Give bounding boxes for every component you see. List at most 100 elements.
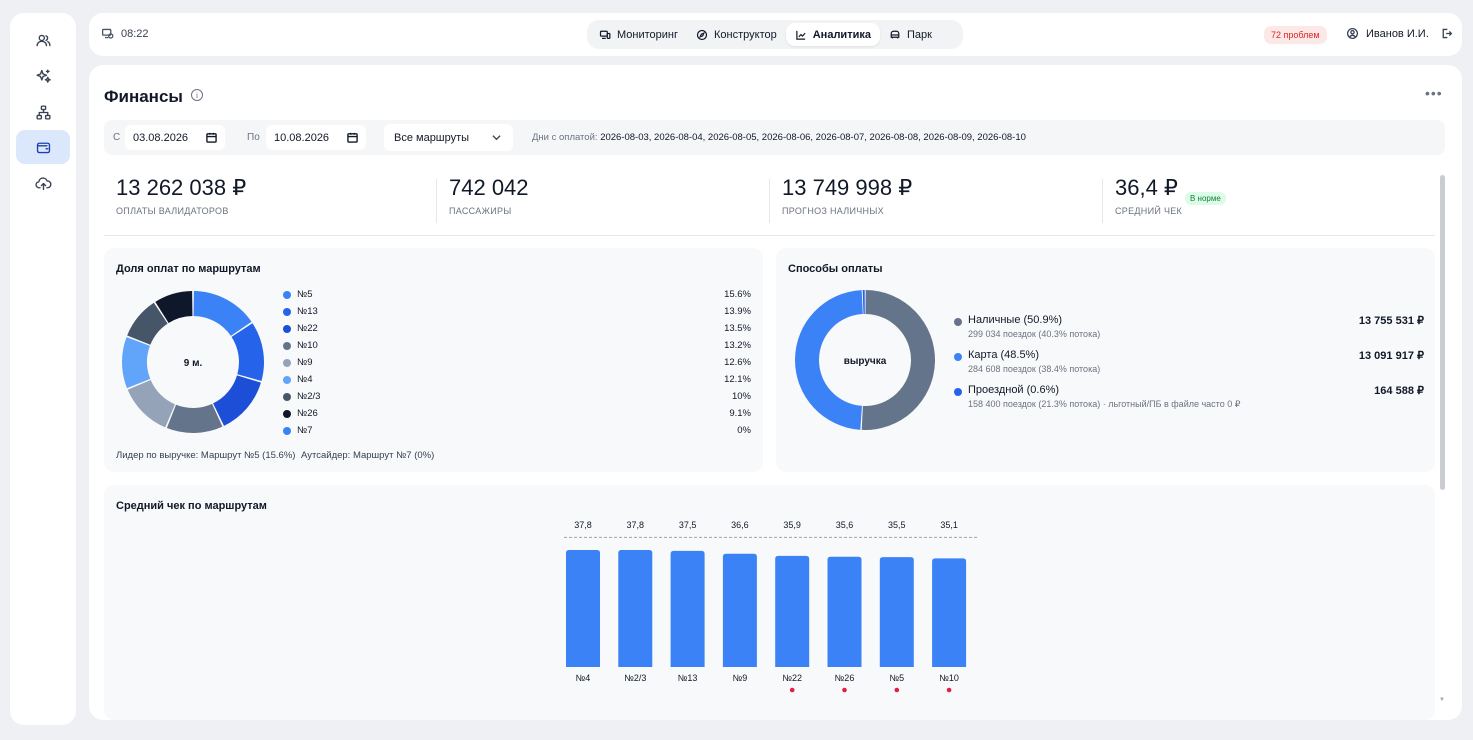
legend-dot xyxy=(954,388,962,396)
avg-check-bar-chart: 37,8 №4 37,8 №2/3 37,5 №13 36,6 №9 35,9 №22 35,6 №2… xyxy=(564,520,978,693)
payment-method-detail: 299 034 поездок (40.3% потока) xyxy=(968,329,1101,339)
payment-method-slice[interactable] xyxy=(861,290,935,430)
kpi-value: 13 262 038 ₽ xyxy=(116,175,247,200)
kpi-label: ОПЛАТЫ ВАЛИДАТОРОВ xyxy=(116,206,229,216)
bar[interactable] xyxy=(827,556,862,667)
tab-label: Парк xyxy=(906,28,932,41)
bar[interactable] xyxy=(722,553,757,667)
chevron-down-icon xyxy=(492,135,501,141)
outsider-note: Аутсайдер: Маршрут №7 (0%) xyxy=(301,450,435,461)
tab-constructor[interactable]: Конструктор xyxy=(687,23,786,46)
route-share-title: Доля оплат по маршрутам xyxy=(116,263,261,275)
kpi-divider xyxy=(769,179,770,223)
main-nav-tabs: Мониторинг Конструктор Аналитика Парк xyxy=(587,20,963,49)
route-share-slice[interactable] xyxy=(155,291,193,324)
calendar-icon[interactable] xyxy=(206,132,217,143)
route-share-slice[interactable] xyxy=(213,375,261,426)
bar-value-label: 37,8 xyxy=(574,520,592,530)
tab-monitoring[interactable]: Мониторинг xyxy=(590,23,687,46)
bar[interactable] xyxy=(618,550,653,667)
kpi-average-check: 36,4 ₽ СРЕДНИЙ ЧЕК В норме xyxy=(1115,175,1315,225)
bar-value-label: 37,5 xyxy=(679,520,697,530)
route-legend-item[interactable]: №9 12.6% xyxy=(283,357,751,370)
status-badge: В норме xyxy=(1185,192,1226,205)
route-legend-item[interactable]: №22 13.5% xyxy=(283,323,751,336)
payment-methods-panel: Способы оплаты выручка Наличные (50.9%) 2… xyxy=(776,248,1435,472)
route-share-slice[interactable] xyxy=(193,291,252,336)
sidebar-item-finance[interactable] xyxy=(16,130,70,164)
info-icon[interactable]: i xyxy=(191,89,203,101)
sidebar-item-sparkles[interactable] xyxy=(16,59,70,93)
legend-dot xyxy=(283,308,291,316)
route-share-slice[interactable] xyxy=(127,380,175,428)
donut-center-label: выручка xyxy=(844,356,887,367)
date-from-input[interactable]: 03.08.2026 xyxy=(125,125,225,150)
bar-category-label: №2/3 xyxy=(624,673,646,683)
route-percent: 9.1% xyxy=(729,408,751,419)
scrollbar[interactable] xyxy=(1440,175,1445,490)
logout-icon[interactable] xyxy=(1440,27,1453,40)
route-name: №10 xyxy=(297,340,318,351)
bar-category-label: №10 xyxy=(939,673,959,683)
bar[interactable] xyxy=(879,557,914,667)
payment-days: Дни с оплатой: 2026-08-03, 2026-08-04, 2… xyxy=(532,132,1026,143)
tab-analytics[interactable]: Аналитика xyxy=(785,23,880,46)
scroll-down-arrow-icon[interactable]: ▼ xyxy=(1439,697,1445,703)
route-legend-item[interactable]: №13 13.9% xyxy=(283,306,751,319)
filter-bar: С 03.08.2026 По 10.08.2026 Все маршруты … xyxy=(104,120,1445,155)
route-name: №26 xyxy=(297,408,318,419)
route-legend-item[interactable]: №2/3 10% xyxy=(283,391,751,404)
donut-center-label: 9 м. xyxy=(184,358,203,369)
bar-value-label: 35,9 xyxy=(783,520,801,530)
legend-dot xyxy=(283,342,291,350)
payment-method-amount: 164 588 ₽ xyxy=(1374,385,1424,397)
user-name: Иванов И.И. xyxy=(1366,27,1429,40)
route-share-slice[interactable] xyxy=(231,323,264,381)
route-select[interactable]: Все маршруты xyxy=(384,124,513,151)
clock: 08:22 xyxy=(101,27,149,40)
legend-dot xyxy=(954,318,962,326)
sidebar-item-users[interactable] xyxy=(16,23,70,57)
user-circle-icon xyxy=(1346,27,1359,40)
payment-methods-title: Способы оплаты xyxy=(788,263,883,275)
payment-method-amount: 13 755 531 ₽ xyxy=(1358,315,1424,327)
route-legend-item[interactable]: №7 0% xyxy=(283,425,751,438)
bar[interactable] xyxy=(670,550,705,667)
tab-park[interactable]: Парк xyxy=(880,23,941,46)
sidebar-item-structure[interactable] xyxy=(16,95,70,129)
more-options-icon[interactable]: ••• xyxy=(1425,85,1443,101)
bar[interactable] xyxy=(566,550,600,667)
route-legend-item[interactable]: №26 9.1% xyxy=(283,408,751,421)
chart-icon xyxy=(796,30,806,40)
payment-method-detail: 158 400 поездок (21.3% потока) · льготны… xyxy=(968,399,1241,409)
date-to-input[interactable]: 10.08.2026 xyxy=(266,125,366,150)
route-name: №5 xyxy=(297,289,313,300)
payment-method-slice[interactable] xyxy=(795,290,863,430)
route-share-slice[interactable] xyxy=(166,403,223,433)
bar[interactable] xyxy=(775,555,810,667)
legend-dot xyxy=(283,427,291,435)
route-share-slice[interactable] xyxy=(122,337,151,389)
bar[interactable] xyxy=(932,558,967,667)
sidebar-item-upload[interactable] xyxy=(16,166,70,200)
route-legend-item[interactable]: №4 12.1% xyxy=(283,374,751,387)
tab-label: Аналитика xyxy=(812,28,871,41)
avg-check-panel: Средний чек по маршрутам 37,8 №4 37,8 №2/3 3… xyxy=(104,485,1435,720)
legend-dot xyxy=(283,291,291,299)
route-legend-item[interactable]: №10 13.2% xyxy=(283,340,751,353)
calendar-icon[interactable] xyxy=(347,132,358,143)
issues-badge[interactable]: 72 проблем xyxy=(1264,26,1327,44)
route-percent: 13.9% xyxy=(724,306,751,317)
payment-method-slice[interactable] xyxy=(862,290,865,315)
bar-category-label: №5 xyxy=(889,673,904,683)
route-share-slice[interactable] xyxy=(127,302,168,345)
tab-label: Мониторинг xyxy=(617,28,679,41)
bar-category-label: №4 xyxy=(576,673,591,683)
user-menu[interactable]: Иванов И.И. xyxy=(1346,27,1453,40)
below-average-marker xyxy=(946,687,952,693)
kpi-label: СРЕДНИЙ ЧЕК xyxy=(1115,206,1183,216)
bar-category-label: №26 xyxy=(835,673,855,683)
kpi-row: 13 262 038 ₽ ОПЛАТЫ ВАЛИДАТОРОВ 742 042 … xyxy=(104,175,1435,236)
bar-value-label: 35,5 xyxy=(888,520,906,530)
route-legend-item[interactable]: №5 15.6% xyxy=(283,289,751,302)
